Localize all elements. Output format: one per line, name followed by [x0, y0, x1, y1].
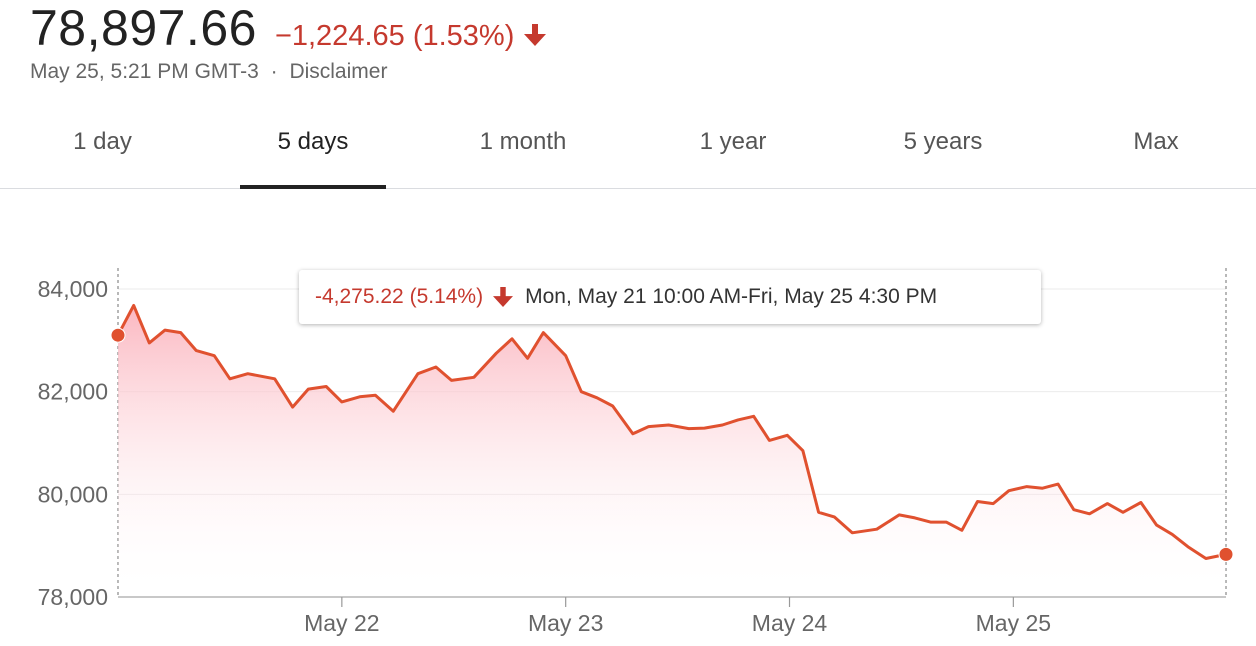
timestamp-line: May 25, 5:21 PM GMT-3 · Disclaimer [30, 60, 546, 84]
tab-5-years[interactable]: 5 years [903, 128, 983, 155]
quote-header: 78,897.66 −1,224.65 (1.53%) May 25, 5:21… [30, 0, 547, 84]
tab-max[interactable]: Max [1133, 128, 1179, 155]
current-price: 78,897.66 [30, 0, 257, 56]
range-dates: Mon, May 21 10:00 AM-Fri, May 25 4:30 PM [525, 285, 938, 308]
y-tick-label: 78,000 [38, 584, 108, 610]
y-tick-label: 84,000 [38, 276, 108, 302]
range-change: -4,275.22 (5.14%) [315, 285, 484, 308]
y-tick-label: 80,000 [38, 481, 108, 507]
range-tooltip: -4,275.22 (5.14%) Mon, May 21 10:00 AM-F… [299, 270, 1041, 324]
x-axis: May 22 May 23 May 24 May 25 [304, 597, 1051, 636]
range-markers [110, 327, 1234, 562]
price-change: −1,224.65 (1.53%) [274, 20, 515, 52]
series-area-fill [118, 305, 1226, 597]
range-end-point [1218, 546, 1234, 562]
arrow-down-icon [524, 24, 547, 46]
x-tick-label: May 25 [976, 610, 1051, 636]
series-line [116, 303, 1227, 560]
arrow-down-icon [493, 287, 514, 307]
series-price [116, 303, 1227, 597]
price-row: 78,897.66 −1,224.65 (1.53%) [30, 0, 547, 56]
x-tick-label: May 22 [304, 610, 379, 636]
tab-5-days[interactable]: 5 days [240, 96, 386, 189]
y-tick-label: 82,000 [38, 379, 108, 405]
x-tick-label: May 24 [752, 610, 828, 636]
timestamp: May 25, 5:21 PM GMT-3 [30, 60, 259, 83]
tab-1-month[interactable]: 1 month [479, 128, 567, 155]
x-tick-label: May 23 [528, 610, 603, 636]
separator: · [270, 60, 278, 83]
range-tabs: 1 day 5 days 1 month 1 year 5 years Max [0, 96, 1256, 189]
disclaimer-link[interactable]: Disclaimer [289, 60, 388, 83]
y-axis: 84,000 82,000 80,000 78,000 [38, 276, 108, 610]
range-start-point [110, 327, 126, 343]
tab-1-day[interactable]: 1 day [73, 128, 132, 155]
tab-1-year[interactable]: 1 year [699, 128, 767, 155]
